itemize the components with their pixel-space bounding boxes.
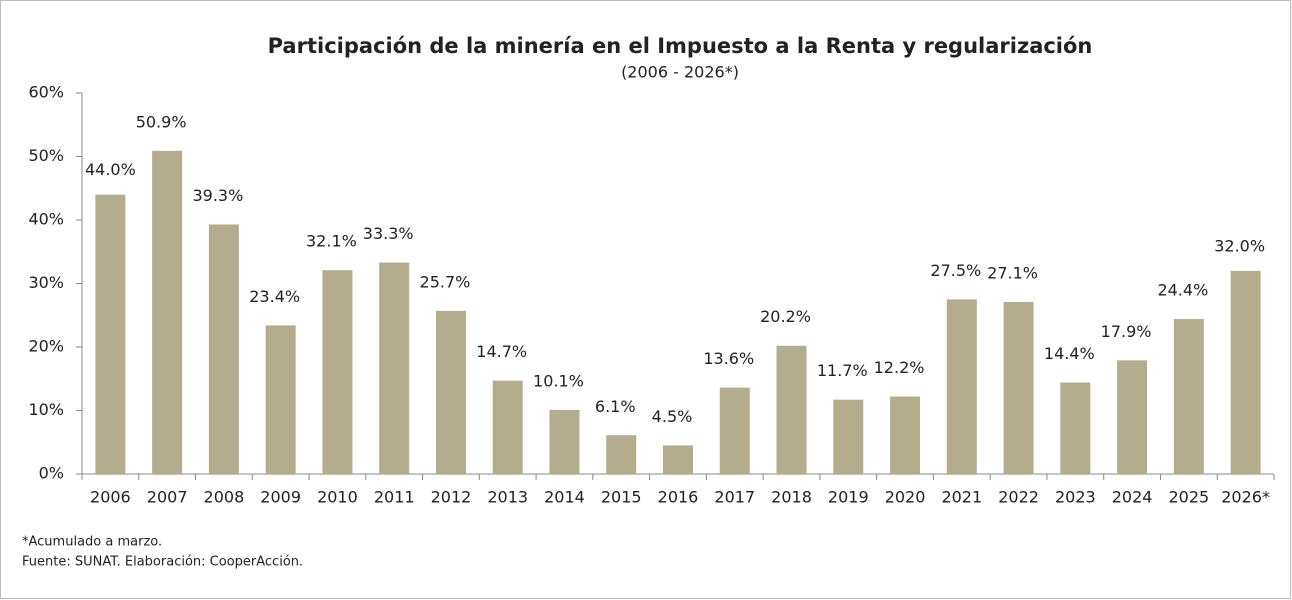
value-label: 44.0% bbox=[85, 160, 136, 179]
value-label: 20.2% bbox=[760, 307, 811, 326]
bar bbox=[1173, 319, 1204, 474]
value-label: 27.5% bbox=[930, 261, 981, 280]
x-tick-label: 2012 bbox=[431, 488, 472, 507]
value-label: 14.7% bbox=[476, 342, 527, 361]
value-label: 12.2% bbox=[874, 358, 925, 377]
value-label: 32.1% bbox=[306, 232, 357, 251]
source-note: Fuente: SUNAT. Elaboración: CooperAcción… bbox=[22, 555, 303, 570]
x-tick-label: 2026* bbox=[1221, 488, 1270, 507]
bar bbox=[663, 445, 693, 474]
x-tick-label: 2025 bbox=[1168, 488, 1209, 507]
x-tick-label: 2024 bbox=[1112, 488, 1153, 507]
value-label: 39.3% bbox=[192, 186, 243, 205]
value-label: 33.3% bbox=[363, 224, 414, 243]
bar bbox=[776, 345, 807, 474]
y-tick-label: 20% bbox=[28, 337, 64, 356]
x-tick-label: 2006 bbox=[90, 488, 131, 507]
y-tick-label: 40% bbox=[28, 210, 64, 229]
x-tick-label: 2017 bbox=[714, 488, 755, 507]
bar bbox=[1117, 360, 1148, 474]
bar bbox=[719, 387, 750, 474]
x-tick-label: 2023 bbox=[1055, 488, 1096, 507]
x-tick-label: 2009 bbox=[260, 488, 301, 507]
x-tick-label: 2020 bbox=[885, 488, 926, 507]
x-tick-label: 2010 bbox=[317, 488, 358, 507]
value-label: 27.1% bbox=[987, 263, 1038, 282]
bar bbox=[379, 262, 410, 474]
bar bbox=[833, 399, 864, 474]
bar bbox=[1003, 301, 1034, 474]
value-label: 32.0% bbox=[1214, 236, 1265, 255]
footnote: *Acumulado a marzo. bbox=[22, 535, 162, 550]
bar bbox=[606, 435, 637, 474]
y-tick-label: 50% bbox=[28, 146, 64, 165]
x-tick-label: 2018 bbox=[771, 488, 812, 507]
y-tick-label: 0% bbox=[39, 464, 64, 483]
value-label: 10.1% bbox=[533, 371, 584, 390]
value-label: 13.6% bbox=[703, 349, 754, 368]
bar bbox=[265, 325, 296, 474]
x-tick-label: 2014 bbox=[544, 488, 585, 507]
x-tick-label: 2022 bbox=[998, 488, 1039, 507]
bar bbox=[492, 380, 523, 474]
bar bbox=[95, 194, 126, 474]
y-tick-label: 30% bbox=[28, 273, 64, 292]
value-label: 4.5% bbox=[652, 407, 693, 426]
x-tick-label: 2021 bbox=[941, 488, 982, 507]
bar bbox=[1060, 382, 1091, 474]
y-tick-label: 60% bbox=[28, 83, 64, 102]
y-tick-label: 10% bbox=[28, 400, 64, 419]
value-label: 50.9% bbox=[136, 112, 187, 131]
value-label: 17.9% bbox=[1101, 322, 1152, 341]
bar bbox=[890, 396, 921, 474]
x-tick-label: 2007 bbox=[147, 488, 188, 507]
bar bbox=[946, 299, 977, 474]
value-label: 23.4% bbox=[249, 287, 300, 306]
bar bbox=[435, 310, 466, 474]
x-tick-label: 2013 bbox=[487, 488, 528, 507]
value-label: 25.7% bbox=[420, 272, 471, 291]
value-label: 24.4% bbox=[1157, 281, 1208, 300]
bar bbox=[549, 409, 580, 474]
value-label: 11.7% bbox=[817, 361, 868, 380]
x-tick-label: 2008 bbox=[204, 488, 245, 507]
bar bbox=[322, 270, 353, 474]
bar bbox=[152, 150, 183, 474]
value-label: 6.1% bbox=[595, 397, 636, 416]
x-tick-label: 2016 bbox=[658, 488, 699, 507]
x-tick-label: 2015 bbox=[601, 488, 642, 507]
bar bbox=[1230, 270, 1261, 474]
value-label: 14.4% bbox=[1044, 344, 1095, 363]
chart-subtitle: (2006 - 2026*) bbox=[621, 63, 739, 82]
chart-title: Participación de la minería en el Impues… bbox=[268, 34, 1093, 58]
x-tick-label: 2011 bbox=[374, 488, 415, 507]
bar bbox=[208, 224, 239, 474]
x-tick-label: 2019 bbox=[828, 488, 869, 507]
